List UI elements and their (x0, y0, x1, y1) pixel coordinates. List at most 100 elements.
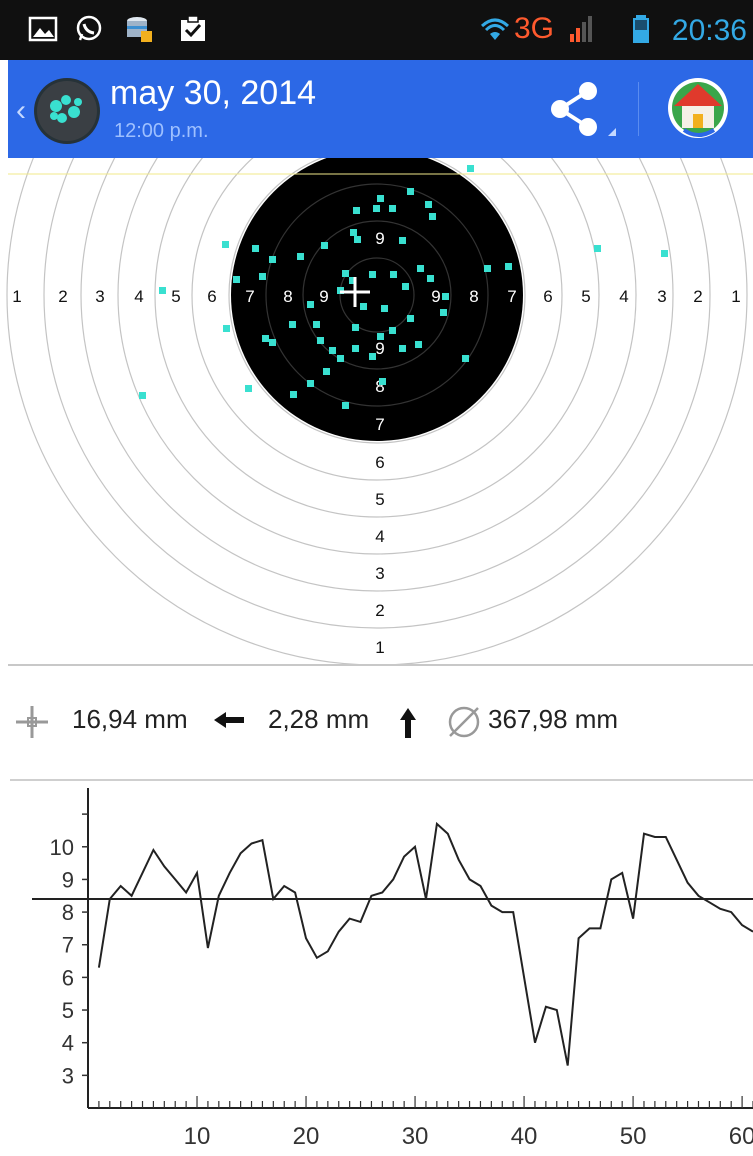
network-type: 3G (514, 12, 555, 45)
signal-icon (570, 16, 592, 42)
ring-number-label: 7 (375, 415, 384, 434)
target-ring (154, 158, 600, 518)
vertical-offset: 2,28 mm (268, 704, 370, 734)
shot-hole (373, 205, 380, 212)
ring-number-label: 7 (507, 287, 516, 306)
shot-hole (462, 355, 469, 362)
app-logo-avatar[interactable] (34, 78, 100, 144)
ring-number-label: 6 (543, 287, 552, 306)
shot-hole (307, 301, 314, 308)
ring-number-label: 4 (375, 527, 384, 546)
crosshair-icon (16, 706, 48, 738)
ring-number-label: 3 (657, 287, 666, 306)
ring-number-label: 5 (375, 490, 384, 509)
score-line-chart: 10 20 30 40 50 60 3 4 5 6 7 8 9 10 (10, 779, 753, 1150)
shot-hole (321, 242, 328, 249)
ring-number-label: 1 (12, 287, 21, 306)
ring-number-label: 6 (375, 453, 384, 472)
shot-hole (222, 241, 229, 248)
target-black-center (231, 158, 523, 441)
group-diameter: 367,98 mm (488, 704, 619, 734)
shot-hole (289, 321, 296, 328)
ring-number-label: 8 (375, 377, 384, 396)
shot-hole (337, 355, 344, 362)
shot-hole (399, 345, 406, 352)
x-tick-label: 60 (729, 1123, 753, 1150)
shot-hole (484, 265, 491, 272)
shot-hole (389, 327, 396, 334)
status-bar: 3G 20:36 (0, 0, 753, 60)
horizontal-offset: 16,94 mm (72, 704, 188, 734)
ring-number-label: 4 (619, 287, 628, 306)
ring-number-label: 2 (693, 287, 702, 306)
ring-number-label: 7 (245, 287, 254, 306)
target-ring (302, 220, 452, 370)
shot-hole (425, 201, 432, 208)
ring-number-label: 3 (95, 287, 104, 306)
x-tick-label: 20 (293, 1123, 320, 1150)
target-ring (117, 158, 637, 555)
y-tick-label: 5 (62, 998, 74, 1023)
shot-hole (262, 335, 269, 342)
clock: 20:36 (671, 14, 747, 47)
x-tick-label: 10 (184, 1123, 211, 1150)
shot-hole (381, 305, 388, 312)
ring-number-label: 9 (375, 339, 384, 358)
shot-hole (505, 263, 512, 270)
y-tick-label: 9 (62, 867, 74, 892)
home-button[interactable] (644, 60, 753, 158)
shot-hole (159, 287, 166, 294)
target-ring (43, 158, 711, 629)
shot-hole (290, 391, 297, 398)
shot-hole (342, 270, 349, 277)
shot-hole (342, 402, 349, 409)
app-bar: ‹ may 30, 2014 12:00 p.m. (8, 60, 753, 158)
shooting-target[interactable]: 1 2 3 4 5 6 7 8 9 9 8 7 6 5 4 3 2 1 9 9 8 7 6 5 4 3 2 1 (0, 158, 753, 668)
ring-number-label: 8 (283, 287, 292, 306)
storage-icon (127, 17, 152, 42)
ring-number-label: 5 (171, 287, 180, 306)
target-ring (228, 158, 526, 444)
ring-number-label: 2 (58, 287, 67, 306)
y-tick-label: 6 (62, 965, 74, 990)
x-tick-label: 50 (620, 1123, 647, 1150)
shot-hole (259, 273, 266, 280)
shot-hole (369, 271, 376, 278)
target-divider (8, 664, 753, 666)
ring-number-label: 1 (375, 638, 384, 657)
shot-hole (442, 293, 449, 300)
x-tick-label: 40 (511, 1123, 538, 1150)
shot-hole (317, 337, 324, 344)
target-ring (80, 158, 674, 592)
clipboard-check-icon (181, 15, 205, 41)
shot-hole (390, 271, 397, 278)
ring-number-label: 9 (319, 287, 328, 306)
shot-hole (661, 250, 668, 257)
shot-hole (313, 321, 320, 328)
shot-hole (139, 392, 146, 399)
shot-hole (379, 378, 386, 385)
ring-number-label: 5 (581, 287, 590, 306)
share-button[interactable] (520, 60, 635, 158)
shot-hole (223, 325, 230, 332)
score-series-line (97, 821, 753, 1066)
shot-hole (269, 339, 276, 346)
shot-hole (349, 277, 356, 284)
shot-hole (350, 229, 357, 236)
ring-number-label: 1 (731, 287, 740, 306)
battery-icon (633, 15, 649, 43)
ring-number-label: 3 (375, 564, 384, 583)
shot-hole (429, 213, 436, 220)
shot-hole (307, 380, 314, 387)
shot-hole (352, 324, 359, 331)
ring-number-label: 6 (207, 287, 216, 306)
shot-hole (360, 303, 367, 310)
target-canvas[interactable]: 1 2 3 4 5 6 7 8 9 9 8 7 6 5 4 3 2 1 9 9 8 7 6 5 4 3 2 1 (0, 158, 753, 668)
back-chevron-icon[interactable]: ‹ (16, 94, 26, 127)
y-tick-label: 8 (62, 900, 74, 925)
shot-hole (352, 345, 359, 352)
ring-number-label: 9 (375, 229, 384, 248)
score-chart: 10 20 30 40 50 60 3 4 5 6 7 8 9 10 (0, 778, 753, 1151)
shot-hole (269, 256, 276, 263)
shot-hole (329, 347, 336, 354)
